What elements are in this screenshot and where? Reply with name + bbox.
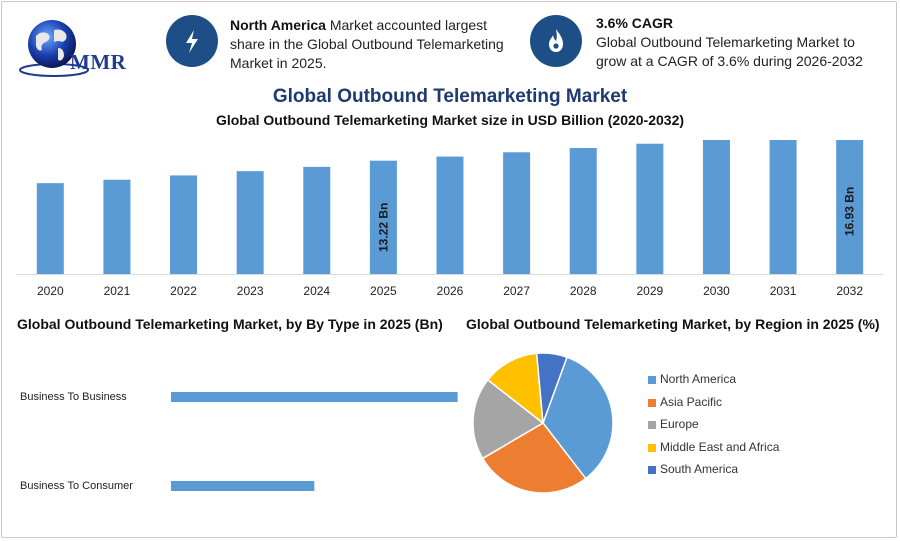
legend-swatch (648, 376, 656, 384)
bar-2032 (836, 140, 864, 274)
bar-2024 (303, 166, 331, 274)
bar-2020 (36, 183, 64, 274)
logo-text: MMR (70, 50, 127, 74)
type-chart-title: Global Outbound Telemarketing Market, by… (17, 316, 443, 332)
lightning-icon (166, 15, 218, 67)
x-tick-label: 2020 (37, 284, 64, 298)
bar-2021 (103, 179, 131, 274)
hbar-b2c (171, 481, 315, 491)
data-label: 16.93 Bn (843, 187, 857, 236)
main-bar-chart: 2020 2021 2022 2023 2024 2025 13.22 Bn 2026 2027… (17, 140, 883, 298)
region-pie-chart (472, 352, 614, 494)
bar-2025 (369, 160, 397, 274)
x-tick-label: 2032 (836, 284, 863, 298)
x-tick-label: 2027 (503, 284, 530, 298)
x-tick-label: 2029 (636, 284, 663, 298)
bar-2028 (569, 148, 597, 274)
bar-2026 (436, 156, 464, 274)
bar-2029 (636, 143, 664, 274)
bar-2022 (170, 175, 198, 274)
legend-swatch (648, 398, 656, 407)
north-america-info: North America Market accounted largest s… (230, 16, 515, 73)
region-chart-title: Global Outbound Telemarketing Market, by… (466, 316, 880, 332)
cagr-info: 3.6% CAGR Global Outbound Telemarketing … (596, 14, 876, 71)
chart-title: Global Outbound Telemarketing Market (272, 86, 628, 107)
mmr-logo (14, 18, 144, 78)
pie-slice-europe (472, 378, 545, 460)
pie-slice-north-america (542, 356, 614, 480)
legend-swatch (648, 421, 656, 429)
x-tick-label: 2030 (703, 284, 730, 298)
bar-2023 (236, 171, 264, 274)
pie-slice-asia-pacific (481, 422, 587, 494)
legend-swatch (648, 466, 656, 474)
info-left-bold: North America (230, 17, 326, 33)
data-label: 13.22 Bn (376, 203, 390, 252)
x-tick-label: 2021 (104, 284, 131, 298)
pie-slice-middle-east-and-africa (486, 352, 544, 425)
hbar-b2b (171, 392, 458, 402)
x-tick-label: 2024 (303, 284, 330, 298)
globe-icon (19, 20, 89, 77)
info-right-bold: 3.6% CAGR (596, 15, 674, 31)
info-right-text: Global Outbound Telemarketing Market to … (596, 34, 863, 69)
x-tick-label: 2026 (437, 284, 464, 298)
x-tick-label: 2023 (237, 284, 264, 298)
bar-2030 (702, 140, 730, 274)
bar-2031 (769, 140, 797, 274)
pie-slice-south-america (535, 352, 568, 424)
flame-icon (530, 15, 582, 67)
x-tick-label: 2022 (170, 284, 197, 298)
chart-subtitle: Global Outbound Telemarketing Market siz… (215, 112, 685, 128)
x-tick-label: 2025 (370, 284, 397, 298)
type-bar-chart (171, 392, 458, 491)
bar-2027 (503, 152, 531, 274)
x-tick-label: 2028 (570, 284, 597, 298)
hbar-label-b2c: Business To Consumer (20, 480, 133, 492)
x-tick-label: 2031 (770, 284, 797, 298)
info-left-text: Market accounted largest share in the Gl… (230, 17, 504, 71)
legend-swatch (648, 443, 656, 452)
hbar-label-b2b: Business To Business (20, 391, 127, 403)
